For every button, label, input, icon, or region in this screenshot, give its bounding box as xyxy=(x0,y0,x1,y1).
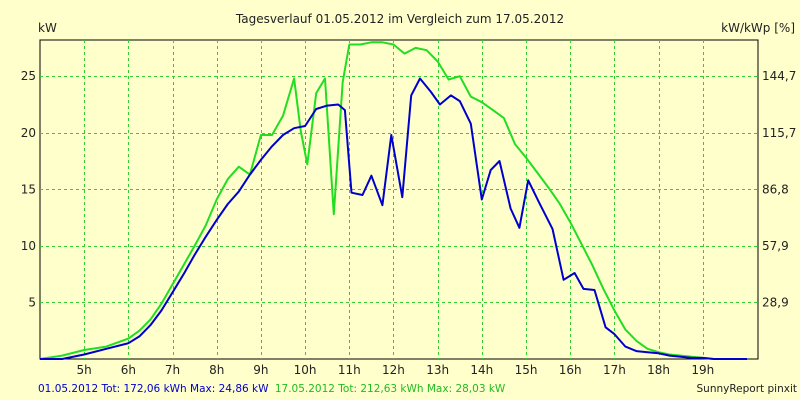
footer-brand: SunnyReport pinxit xyxy=(697,383,797,395)
x-tick-label: 8h xyxy=(209,363,224,377)
x-tick-label: 14h xyxy=(470,363,493,377)
x-tick-label: 15h xyxy=(515,363,538,377)
x-tick-label: 5h xyxy=(77,363,92,377)
y-axis-label-left: kW xyxy=(38,21,57,35)
x-tick-label: 19h xyxy=(691,363,714,377)
y-tick-label-left: 25 xyxy=(21,69,36,83)
y-tick-label-right: 144,7 xyxy=(762,69,796,83)
chart-title: Tagesverlauf 01.05.2012 im Vergleich zum… xyxy=(235,12,564,26)
y-tick-label-right: 115,7 xyxy=(762,126,796,140)
y-tick-label-right: 86,8 xyxy=(762,182,789,196)
x-tick-label: 11h xyxy=(338,363,361,377)
x-tick-label: 10h xyxy=(294,363,317,377)
x-tick-label: 12h xyxy=(382,363,405,377)
plot-area xyxy=(39,39,759,360)
x-tick-label: 18h xyxy=(647,363,670,377)
x-tick-label: 9h xyxy=(253,363,268,377)
x-tick-label: 13h xyxy=(426,363,449,377)
y-tick-label-left: 20 xyxy=(21,126,36,140)
y-axis-label-right: kW/kWp [%] xyxy=(721,21,795,35)
footer-day2-summary: 17.05.2012 Tot: 212,63 kWh Max: 28,03 kW xyxy=(275,383,506,395)
x-tick-label: 6h xyxy=(121,363,136,377)
y-tick-label-left: 15 xyxy=(21,182,36,196)
footer-day1-summary: 01.05.2012 Tot: 172,06 kWh Max: 24,86 kW xyxy=(38,383,269,395)
y-tick-label-right: 28,9 xyxy=(762,295,789,309)
footer-summary: 01.05.2012 Tot: 172,06 kWh Max: 24,86 kW… xyxy=(38,383,506,395)
tick-labels: 5h 6h 7h 8h 9h 10h 11h 12h 13h 14h 15h 16h 17h 18h 19h… xyxy=(21,69,797,377)
y-tick-label-left: 5 xyxy=(28,295,36,309)
x-tick-label: 7h xyxy=(165,363,180,377)
x-tick-label: 16h xyxy=(559,363,582,377)
x-tick-label: 17h xyxy=(603,363,626,377)
gridlines xyxy=(40,40,758,359)
series-line-01-05-2012 xyxy=(40,77,747,360)
y-tick-label-right: 57,9 xyxy=(762,239,789,253)
series-lines xyxy=(39,41,747,360)
y-tick-label-left: 10 xyxy=(21,239,36,253)
series-line-17-05-2012 xyxy=(39,41,747,360)
